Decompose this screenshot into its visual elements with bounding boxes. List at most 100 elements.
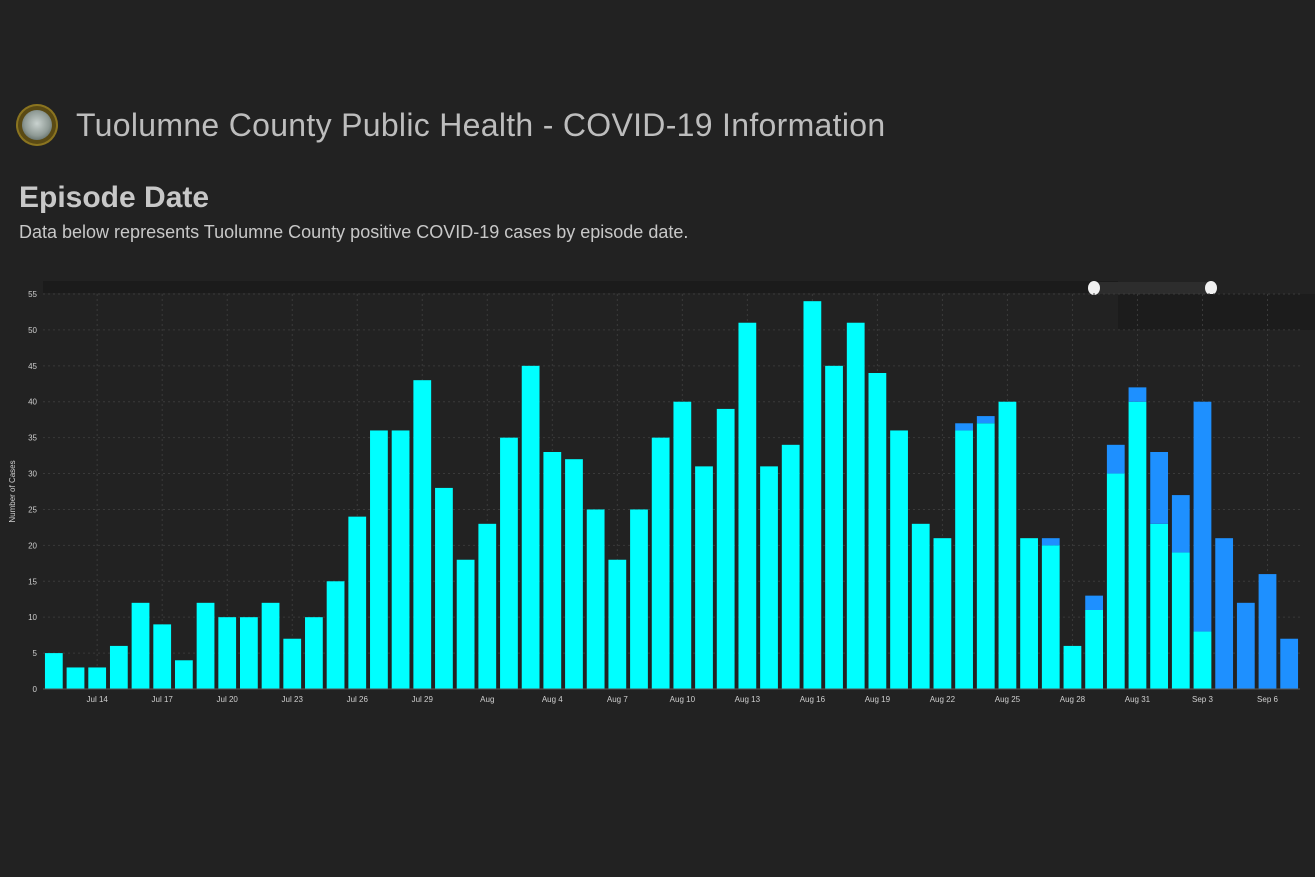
x-axis: Jul 14 Jul 17 Jul 20 Jul 23 Jul 26 Jul 29 Aug A… bbox=[43, 688, 1300, 704]
y-tick-label: 35 bbox=[28, 434, 37, 443]
chart-top-strip bbox=[43, 281, 1118, 293]
x-tick-label: Jul 23 bbox=[282, 695, 304, 704]
bar-confirmed[interactable] bbox=[976, 423, 995, 689]
y-tick-label: 5 bbox=[33, 649, 38, 658]
bar-recent[interactable] bbox=[1128, 387, 1147, 402]
bar-confirmed[interactable] bbox=[933, 538, 952, 689]
bar-confirmed[interactable] bbox=[44, 653, 63, 689]
bar-recent[interactable] bbox=[1280, 638, 1299, 689]
chart-range-scrollbar[interactable] bbox=[1092, 282, 1214, 294]
bar-recent[interactable] bbox=[1150, 452, 1169, 524]
bar-confirmed[interactable] bbox=[88, 667, 107, 689]
bar-recent[interactable] bbox=[1085, 595, 1103, 610]
scrollbar-start-handle[interactable] bbox=[1088, 281, 1100, 295]
bar-confirmed[interactable] bbox=[1193, 631, 1212, 689]
bar-confirmed[interactable] bbox=[1020, 538, 1038, 689]
bar-recent[interactable] bbox=[1106, 444, 1125, 474]
bar-confirmed[interactable] bbox=[456, 559, 475, 689]
bar-confirmed[interactable] bbox=[1171, 552, 1190, 689]
x-tick-label: Jul 20 bbox=[217, 695, 239, 704]
x-tick-label: Aug 28 bbox=[1060, 695, 1086, 704]
bar-confirmed[interactable] bbox=[261, 602, 280, 689]
bar-confirmed[interactable] bbox=[283, 638, 302, 689]
x-tick-label: Sep 3 bbox=[1192, 695, 1213, 704]
bar-confirmed[interactable] bbox=[890, 430, 908, 689]
bar-confirmed[interactable] bbox=[543, 452, 562, 689]
chart-overlay-strip bbox=[1118, 294, 1315, 330]
bar-confirmed[interactable] bbox=[825, 365, 843, 689]
bar-confirmed[interactable] bbox=[240, 617, 258, 689]
bar-recent[interactable] bbox=[1041, 538, 1060, 546]
bar-confirmed[interactable] bbox=[738, 322, 757, 689]
x-tick-label: Jul 14 bbox=[87, 695, 109, 704]
bar-confirmed[interactable] bbox=[521, 365, 540, 689]
y-tick-label: 25 bbox=[28, 505, 37, 514]
bar-confirmed[interactable] bbox=[781, 444, 800, 689]
bar-confirmed[interactable] bbox=[196, 602, 215, 689]
x-tick-label: Aug 16 bbox=[800, 695, 826, 704]
bar-confirmed[interactable] bbox=[695, 466, 713, 689]
bar-confirmed[interactable] bbox=[955, 430, 973, 689]
x-tick-label: Aug 31 bbox=[1125, 695, 1151, 704]
y-tick-label: 55 bbox=[28, 290, 37, 299]
bar-confirmed[interactable] bbox=[651, 437, 670, 689]
x-tick-label: Aug 10 bbox=[670, 695, 696, 704]
x-tick-label: Jul 29 bbox=[412, 695, 434, 704]
bar-confirmed[interactable] bbox=[1085, 610, 1103, 689]
y-tick-label: 45 bbox=[28, 362, 37, 371]
bar-confirmed[interactable] bbox=[1063, 645, 1082, 689]
bar-confirmed[interactable] bbox=[1106, 473, 1125, 689]
bar-confirmed[interactable] bbox=[760, 466, 778, 689]
bar-confirmed[interactable] bbox=[911, 523, 930, 689]
bar-confirmed[interactable] bbox=[565, 459, 583, 689]
x-tick-label: Aug 19 bbox=[865, 695, 891, 704]
bar-confirmed[interactable] bbox=[131, 602, 150, 689]
y-tick-label: 20 bbox=[28, 541, 37, 550]
bar-confirmed[interactable] bbox=[630, 509, 648, 689]
bar-recent[interactable] bbox=[955, 423, 973, 431]
bar-confirmed[interactable] bbox=[868, 373, 887, 689]
section-description: Data below represents Tuolumne County po… bbox=[19, 222, 689, 242]
bar-confirmed[interactable] bbox=[1041, 545, 1060, 689]
bar-confirmed[interactable] bbox=[174, 660, 193, 689]
y-axis-label: Number of Cases bbox=[8, 460, 17, 522]
bar-confirmed[interactable] bbox=[673, 401, 692, 689]
bar-confirmed[interactable] bbox=[608, 559, 627, 689]
bar-confirmed[interactable] bbox=[153, 624, 172, 689]
bar-confirmed[interactable] bbox=[370, 430, 388, 689]
bar-confirmed[interactable] bbox=[348, 516, 367, 689]
x-tick-label: Sep 6 bbox=[1257, 695, 1278, 704]
bar-confirmed[interactable] bbox=[1128, 401, 1147, 689]
bar-confirmed[interactable] bbox=[500, 437, 518, 689]
bar-confirmed[interactable] bbox=[326, 581, 345, 689]
bar-confirmed[interactable] bbox=[803, 301, 822, 689]
y-axis: 0 5 10 15 20 25 30 35 40 45 50 55 bbox=[28, 290, 37, 694]
bar-recent[interactable] bbox=[1236, 602, 1255, 689]
bar-confirmed[interactable] bbox=[391, 430, 410, 689]
y-tick-label: 10 bbox=[28, 613, 37, 622]
y-tick-label: 50 bbox=[28, 326, 37, 335]
bar-confirmed[interactable] bbox=[998, 401, 1017, 689]
x-tick-label: Aug 13 bbox=[735, 695, 761, 704]
bar-recent[interactable] bbox=[1258, 574, 1277, 689]
bar-confirmed[interactable] bbox=[478, 523, 497, 689]
bar-recent[interactable] bbox=[1171, 495, 1190, 553]
scrollbar-end-handle[interactable] bbox=[1205, 281, 1217, 295]
bar-confirmed[interactable] bbox=[66, 667, 85, 689]
bar-recent[interactable] bbox=[1193, 401, 1212, 632]
x-tick-label: Jul 17 bbox=[152, 695, 174, 704]
x-tick-label: Aug bbox=[480, 695, 494, 704]
bar-confirmed[interactable] bbox=[586, 509, 605, 689]
bar-recent[interactable] bbox=[976, 416, 995, 424]
bar-confirmed[interactable] bbox=[435, 487, 453, 689]
bar-recent[interactable] bbox=[1215, 538, 1234, 689]
y-tick-label: 30 bbox=[28, 470, 37, 479]
bar-confirmed[interactable] bbox=[413, 380, 432, 689]
bar-confirmed[interactable] bbox=[218, 617, 237, 689]
bar-confirmed[interactable] bbox=[846, 322, 865, 689]
bar-confirmed[interactable] bbox=[1150, 523, 1169, 689]
bar-confirmed[interactable] bbox=[109, 645, 128, 689]
bar-confirmed[interactable] bbox=[305, 617, 323, 689]
bar-confirmed[interactable] bbox=[716, 408, 735, 689]
